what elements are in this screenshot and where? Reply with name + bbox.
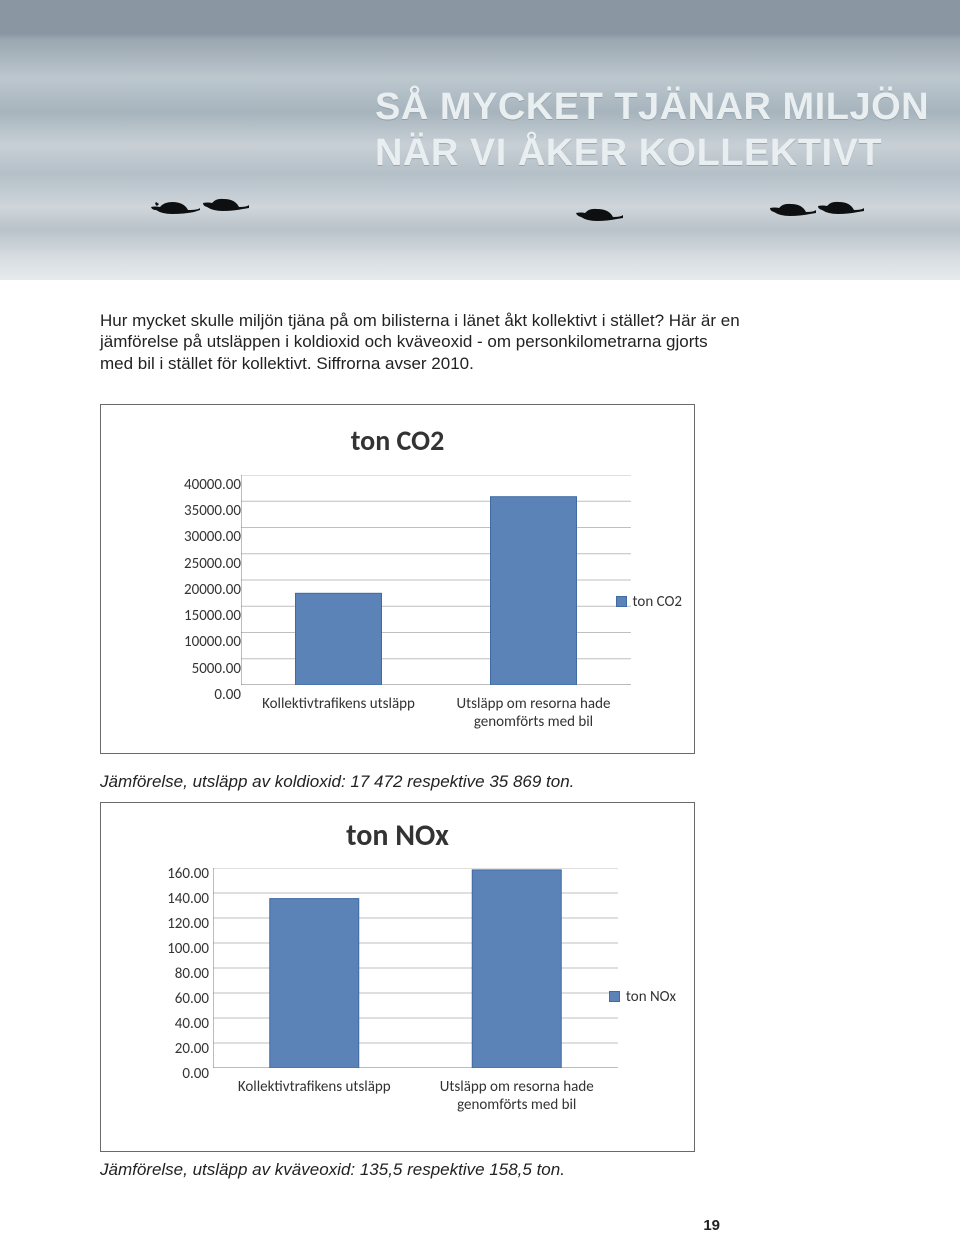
ytick: 20000.00 — [156, 577, 241, 603]
nox-plot-area — [213, 868, 618, 1068]
ytick: 5000.00 — [156, 656, 241, 682]
ytick: 25000.00 — [156, 551, 241, 577]
nox-y-axis-labels: 160.00 140.00 120.00 100.00 80.00 60.00 … — [149, 862, 209, 1087]
co2-legend: ton CO2 — [616, 593, 682, 611]
nox-chart: ton NOx 160.00 140.00 120.00 100.00 80.0… — [100, 802, 695, 1152]
ytick: 100.00 — [149, 937, 209, 962]
nox-caption: Jämförelse, utsläpp av kväveoxid: 135,5 … — [100, 1160, 860, 1180]
ytick: 0.00 — [149, 1062, 209, 1087]
xcat: Utsläpp om resorna hade genomförts med b… — [416, 1078, 619, 1114]
legend-label: ton NOx — [626, 988, 676, 1006]
ytick: 160.00 — [149, 862, 209, 887]
xcat: Kollektivtrafikens utsläpp — [241, 695, 436, 731]
co2-caption: Jämförelse, utsläpp av koldioxid: 17 472… — [100, 772, 860, 792]
ytick: 15000.00 — [156, 603, 241, 629]
hero-banner: SÅ MYCKET TJÄNAR MILJÖN NÄR VI ÅKER KOLL… — [0, 0, 960, 280]
nox-chart-title: ton NOx — [101, 817, 694, 854]
xcat: Utsläpp om resorna hade genomförts med b… — [436, 695, 631, 731]
ytick: 140.00 — [149, 887, 209, 912]
bird-icon — [203, 185, 257, 215]
intro-paragraph: Hur mycket skulle miljön tjäna på om bil… — [100, 310, 740, 374]
ytick: 40.00 — [149, 1012, 209, 1037]
page-number: 19 — [703, 1217, 720, 1234]
title-line-2: NÄR VI ÅKER KOLLEKTIVT — [375, 131, 929, 177]
ytick: 20.00 — [149, 1037, 209, 1062]
bird-icon — [575, 195, 631, 225]
bird-icon — [150, 188, 208, 218]
co2-chart-title: ton CO2 — [101, 423, 694, 458]
ytick: 35000.00 — [156, 498, 241, 524]
title-line-1: SÅ MYCKET TJÄNAR MILJÖN — [375, 85, 929, 131]
ytick: 30000.00 — [156, 524, 241, 550]
legend-label: ton CO2 — [633, 593, 682, 611]
ytick: 80.00 — [149, 962, 209, 987]
ytick: 120.00 — [149, 912, 209, 937]
co2-chart: ton CO2 40000.00 35000.00 30000.00 25000… — [100, 404, 695, 754]
co2-y-axis-labels: 40000.00 35000.00 30000.00 25000.00 2000… — [156, 472, 241, 708]
bird-icon — [818, 188, 872, 218]
nox-legend: ton NOx — [609, 988, 676, 1006]
xcat: Kollektivtrafikens utsläpp — [213, 1078, 416, 1114]
ytick: 40000.00 — [156, 472, 241, 498]
bird-icon — [770, 190, 824, 220]
ytick: 0.00 — [156, 682, 241, 708]
ytick: 10000.00 — [156, 629, 241, 655]
co2-x-axis-labels: Kollektivtrafikens utsläpp Utsläpp om re… — [241, 695, 631, 731]
ytick: 60.00 — [149, 987, 209, 1012]
nox-x-axis-labels: Kollektivtrafikens utsläpp Utsläpp om re… — [213, 1078, 618, 1114]
legend-swatch — [609, 991, 620, 1002]
page-title: SÅ MYCKET TJÄNAR MILJÖN NÄR VI ÅKER KOLL… — [375, 85, 929, 176]
legend-swatch — [616, 596, 627, 607]
co2-plot-area — [241, 475, 631, 685]
